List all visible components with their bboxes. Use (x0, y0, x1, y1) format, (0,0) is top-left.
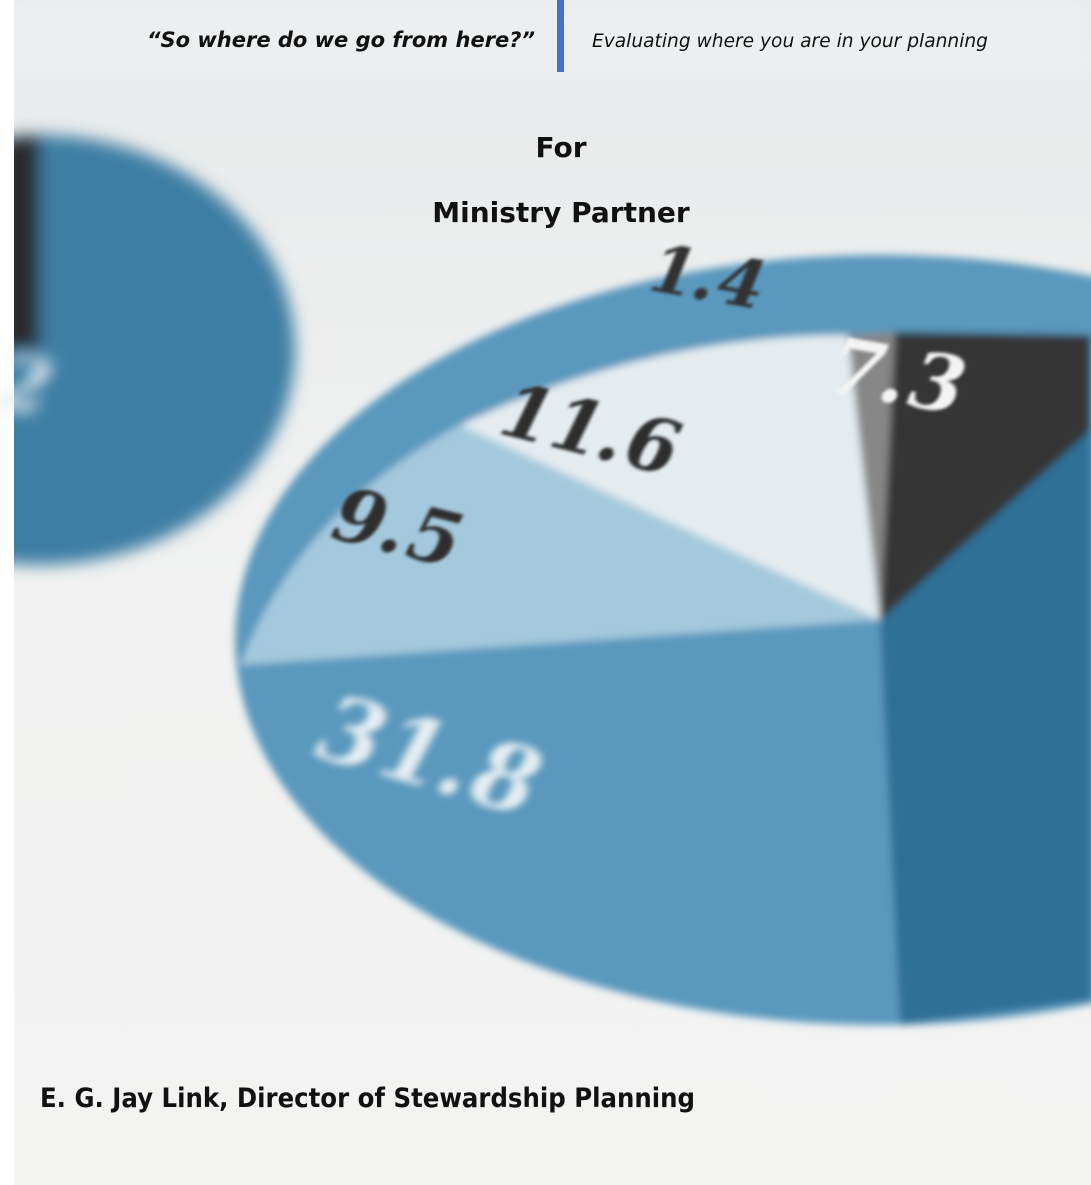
cover-for: For (535, 131, 586, 164)
photo (0, 0, 1091, 1185)
cover: 9.21.47.311.69.531.8 “So where do we go … (0, 0, 1091, 1185)
header-subtitle: Evaluating where you are in your plannin… (592, 30, 988, 52)
header-divider (557, 0, 564, 72)
cover-recipient: Ministry Partner (432, 196, 690, 229)
header-quote: “So where do we go from here?” (147, 28, 535, 52)
cover-author: E. G. Jay Link, Director of Stewardship … (40, 1083, 695, 1114)
page: 9.21.47.311.69.531.8 “So where do we go … (0, 0, 1091, 1185)
